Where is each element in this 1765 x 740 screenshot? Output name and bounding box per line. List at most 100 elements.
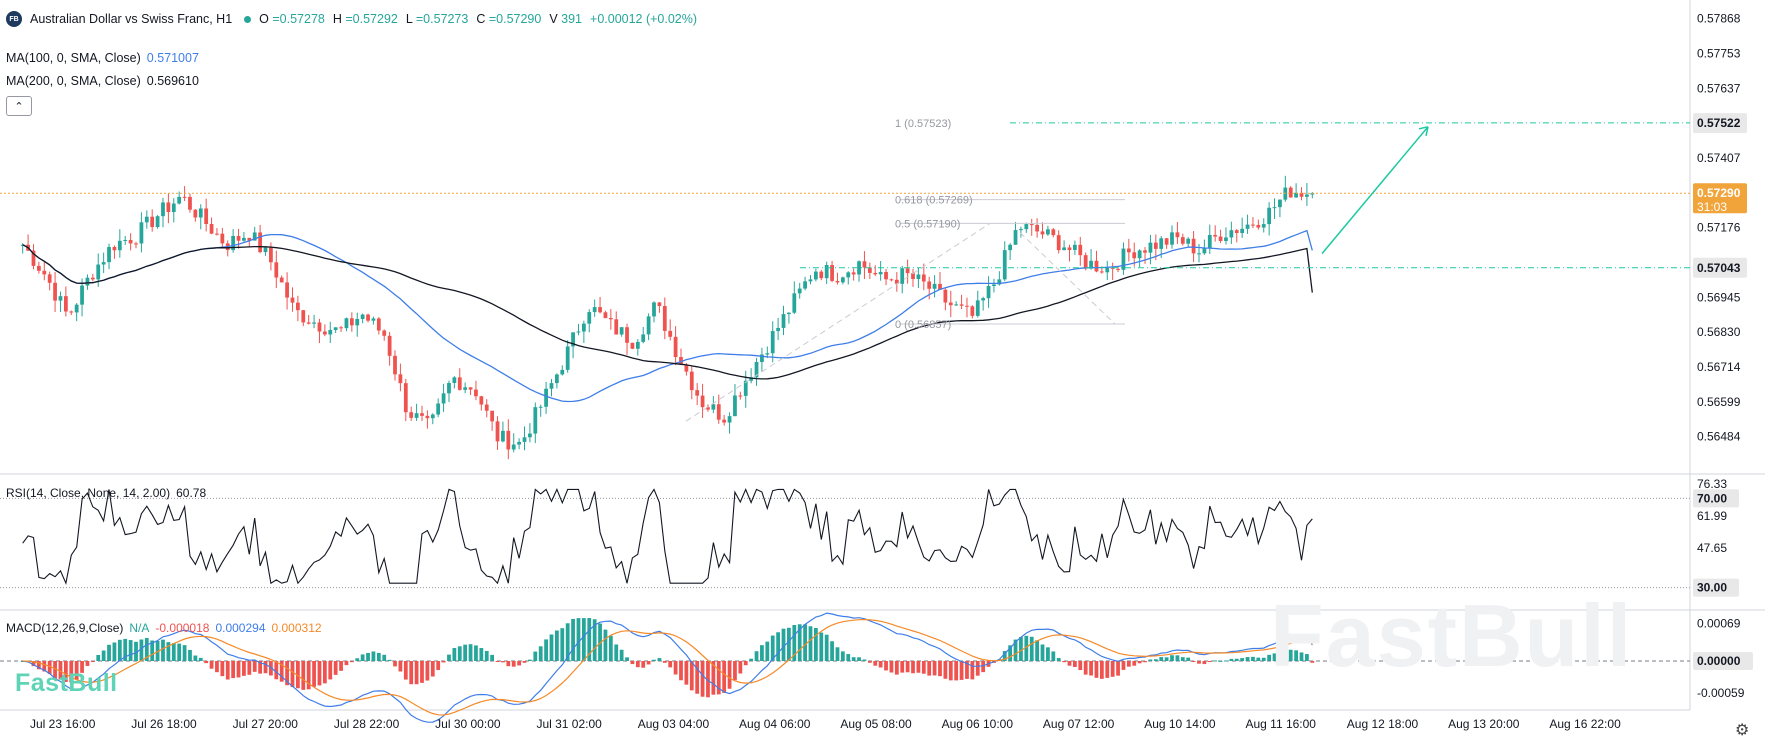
- macd-histogram-bar: [171, 643, 176, 661]
- candle: [171, 203, 176, 213]
- candle: [1218, 236, 1223, 241]
- macd-histogram-bar: [727, 661, 732, 689]
- candle: [1019, 229, 1023, 231]
- macd-histogram-bar: [393, 661, 397, 667]
- macd-histogram-bar: [1186, 657, 1191, 661]
- candle: [700, 395, 705, 408]
- macd-histogram-bar: [689, 661, 694, 691]
- candle: [139, 222, 144, 244]
- macd-histogram-bar: [252, 661, 257, 672]
- macd-histogram-bar: [1299, 652, 1304, 661]
- gear-icon[interactable]: ⚙: [1735, 722, 1750, 739]
- candle: [1213, 234, 1218, 237]
- projection-arrow: [1321, 126, 1429, 255]
- price-tick-label: 0.56484: [1697, 430, 1741, 444]
- candle: [231, 235, 236, 251]
- macd-histogram-bar: [398, 661, 403, 672]
- price-tag-label: 0.57522: [1697, 116, 1741, 130]
- candle: [1056, 235, 1061, 251]
- macd-histogram-bar: [1294, 650, 1299, 661]
- macd-histogram-bar: [1072, 661, 1077, 667]
- macd-histogram-bar: [1288, 649, 1293, 661]
- macd-histogram-bar: [1126, 661, 1131, 667]
- ma200-legend[interactable]: MA(200, 0, SMA, Close) 0.569610: [6, 74, 199, 88]
- candle: [436, 403, 441, 415]
- macd-histogram-bar: [760, 645, 764, 661]
- fib-level-label: 0.5 (0.57190): [895, 218, 960, 230]
- candle: [754, 362, 759, 378]
- candle: [517, 441, 522, 445]
- candle: [1094, 260, 1099, 272]
- low-group: L =0.57273: [406, 12, 468, 26]
- macd-histogram-bar: [382, 654, 387, 661]
- macd-histogram-bar: [47, 661, 52, 675]
- price-tick-label: 0.57176: [1697, 221, 1741, 235]
- candle: [258, 232, 263, 253]
- macd-histogram-bar: [1040, 644, 1045, 661]
- low-label: L: [405, 12, 413, 26]
- rsi-value: 60.78: [176, 486, 207, 500]
- macd-histogram-bar: [204, 661, 209, 664]
- macd-histogram-bar: [193, 655, 198, 661]
- candle: [873, 272, 878, 275]
- ma100-legend[interactable]: MA(100, 0, SMA, Close) 0.571007: [6, 51, 199, 65]
- macd-histogram-bar: [662, 661, 667, 663]
- candle: [236, 235, 241, 241]
- candle: [1159, 238, 1164, 249]
- candle: [549, 383, 554, 389]
- rsi-legend[interactable]: RSI(14, Close, None, 14, 2.00) 60.78: [6, 486, 212, 500]
- candle: [1175, 232, 1180, 238]
- candle: [144, 216, 149, 223]
- macd-histogram-bar: [312, 661, 316, 687]
- macd-histogram-bar: [1143, 661, 1147, 663]
- rsi-level-label: 70.00: [1697, 491, 1727, 505]
- macd-histogram-bar: [1278, 651, 1282, 661]
- candle: [1197, 253, 1201, 255]
- macd-histogram-bar: [813, 627, 818, 661]
- macd-histogram-bar: [339, 661, 343, 671]
- macd-histogram-bar: [1234, 658, 1239, 661]
- macd-histogram-bar: [1105, 661, 1110, 678]
- time-tick-label: Jul 27 20:00: [233, 717, 299, 731]
- candle: [312, 322, 316, 324]
- candle: [943, 289, 948, 303]
- candle: [274, 262, 279, 278]
- candle: [468, 387, 473, 390]
- candle: [479, 396, 484, 405]
- fib-level-label: 0 (0.56857): [895, 319, 951, 331]
- candle: [112, 246, 117, 251]
- candle: [981, 298, 986, 301]
- macd-histogram-bar: [1213, 660, 1218, 662]
- macd-histogram-bar: [673, 661, 678, 675]
- candle: [47, 274, 52, 283]
- candle: [474, 389, 478, 397]
- candle: [490, 410, 495, 422]
- symbol-title: Australian Dollar vs Swiss Franc, H1: [30, 12, 233, 26]
- macd-histogram-bar: [1116, 661, 1120, 676]
- candle: [760, 354, 764, 363]
- macd-legend[interactable]: MACD(12,26,9,Close) N/A -0.000018 0.000294 0…: [6, 621, 328, 635]
- macd-histogram-bar: [549, 634, 554, 661]
- candle: [716, 404, 721, 420]
- macd-histogram-bar: [1164, 657, 1169, 661]
- candle: [376, 318, 381, 331]
- candle: [1294, 192, 1299, 198]
- candle: [484, 404, 489, 411]
- macd-histogram-bar: [112, 642, 117, 661]
- candle: [808, 279, 813, 282]
- macd-histogram-bar: [819, 632, 824, 661]
- macd-histogram-bar: [123, 638, 128, 661]
- macd-histogram-bar: [878, 661, 883, 668]
- close-group: C =0.57290: [476, 12, 541, 26]
- macd-histogram-bar: [587, 617, 592, 661]
- macd-histogram-bar: [301, 661, 306, 690]
- candle: [803, 281, 807, 289]
- collapse-legend-button[interactable]: ⌃: [6, 96, 32, 116]
- ma100-label: MA(100, 0, SMA, Close): [6, 51, 141, 65]
- candle: [393, 355, 397, 375]
- candle: [1110, 267, 1115, 269]
- macd-histogram-bar: [161, 639, 165, 661]
- candle: [117, 240, 122, 251]
- candle: [1040, 231, 1045, 235]
